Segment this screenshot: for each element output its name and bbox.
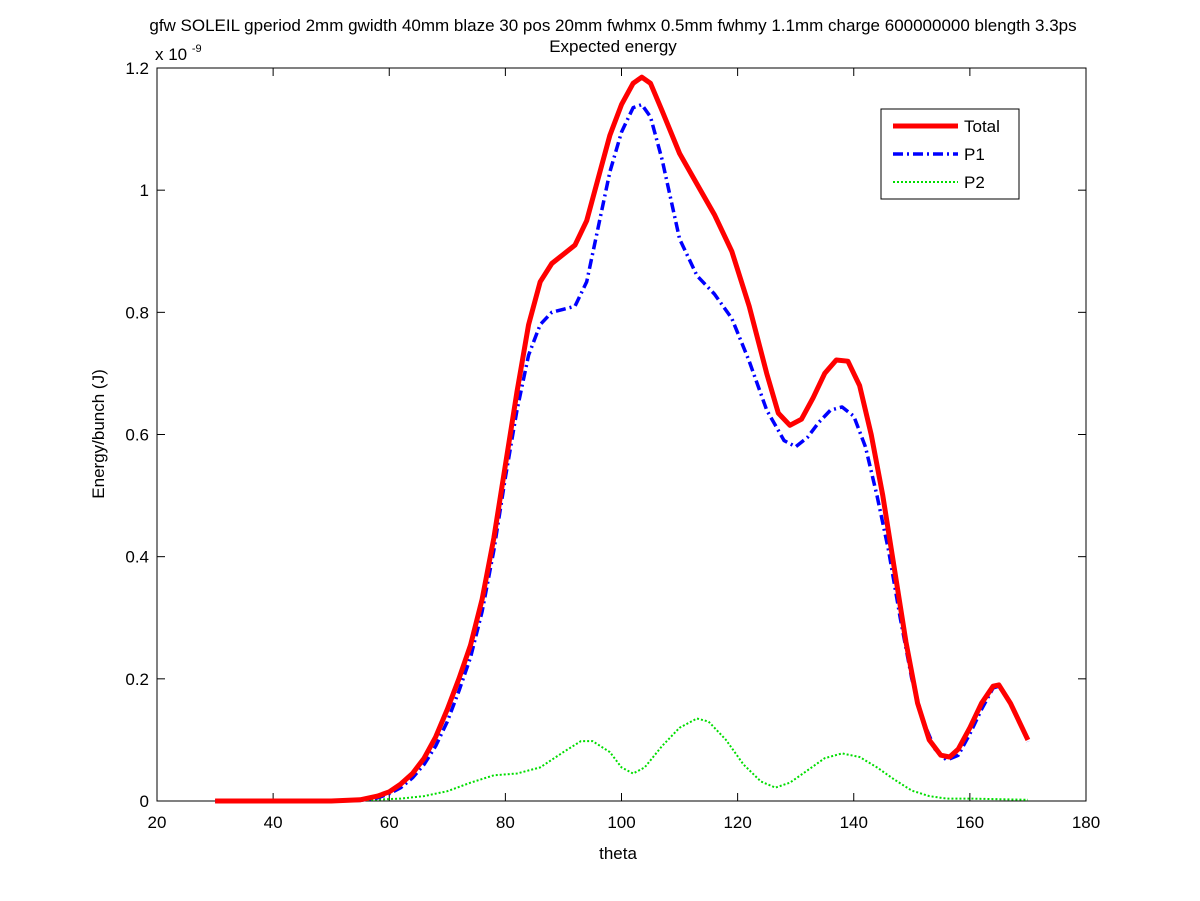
legend-label-p2: P2 [964, 173, 985, 192]
chart-title: gfw SOLEIL gperiod 2mm gwidth 40mm blaze… [149, 16, 1076, 35]
series-line-p2 [215, 717, 1028, 802]
y-tick-label: 1 [140, 181, 149, 200]
legend: Total P1 P2 [880, 108, 1020, 200]
x-tick-label: 60 [380, 813, 399, 832]
x-tick-label: 180 [1072, 813, 1100, 832]
x-tick-label: 120 [723, 813, 751, 832]
y-axis-ticks: 0 0.2 0.4 0.6 0.8 1 1.2 [125, 59, 1086, 811]
x-tick-label: 80 [496, 813, 515, 832]
x-axis-ticks: 20 40 60 80 100 120 140 160 180 [148, 68, 1100, 832]
y-tick-label: 0.2 [125, 670, 149, 689]
x-axis-label: theta [599, 844, 637, 863]
y-axis-label: Energy/bunch (J) [89, 369, 108, 498]
y-multiplier-label: x 10 -9 [155, 43, 202, 64]
x-tick-label: 20 [148, 813, 167, 832]
chart-subtitle: Expected energy [549, 37, 677, 56]
x-tick-label: 140 [840, 813, 868, 832]
y-tick-label: 0 [140, 792, 149, 811]
y-multiplier-exponent: -9 [192, 43, 202, 55]
x-tick-label: 160 [956, 813, 984, 832]
y-tick-label: 0.6 [125, 426, 149, 445]
x-tick-label: 40 [264, 813, 283, 832]
legend-label-p1: P1 [964, 145, 985, 164]
y-multiplier-base: x 10 [155, 45, 187, 64]
x-tick-label: 100 [607, 813, 635, 832]
y-tick-label: 0.4 [125, 548, 149, 567]
legend-label-total: Total [964, 117, 1000, 136]
plot-area: 20 40 60 80 100 120 140 160 180 0 0.2 0.4 0.6 0.8 1 1.… [125, 59, 1100, 832]
y-tick-label: 0.8 [125, 303, 149, 322]
series-line-total [215, 74, 1031, 804]
legend-items: Total P1 P2 [893, 117, 1000, 192]
series-layer [215, 74, 1031, 804]
y-tick-label: 1.2 [125, 59, 149, 78]
